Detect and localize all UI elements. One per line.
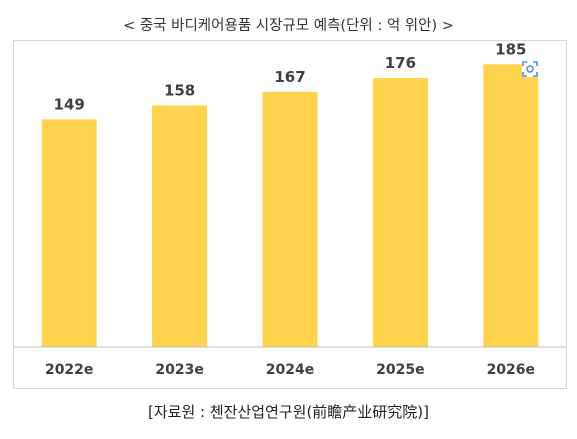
data-label-2023e: 158 bbox=[164, 82, 195, 100]
bar-2026e bbox=[483, 64, 539, 348]
x-tick-2026e: 2026e bbox=[487, 362, 535, 378]
source-note: [자료원 : 첸잔산업연구원(前瞻产业研究院)] bbox=[148, 403, 429, 421]
bars-layer bbox=[41, 64, 539, 348]
scan-icon[interactable] bbox=[522, 61, 538, 77]
bar-2023e bbox=[152, 105, 208, 347]
bar-2025e bbox=[372, 78, 428, 347]
bar-2022e bbox=[41, 119, 97, 347]
bar-chart: 149 158 167 176 185 2022e 2023e 2024e 2025e 2026… bbox=[14, 41, 566, 378]
x-tick-2024e: 2024e bbox=[266, 362, 314, 378]
x-tick-labels-layer: 2022e 2023e 2024e 2025e 2026e bbox=[45, 362, 535, 378]
data-label-2026e: 185 bbox=[495, 41, 526, 58]
data-labels-layer: 149 158 167 176 185 bbox=[54, 41, 527, 113]
data-label-2022e: 149 bbox=[54, 95, 85, 113]
data-label-2024e: 167 bbox=[274, 68, 305, 86]
x-tick-2025e: 2025e bbox=[376, 362, 424, 378]
x-tick-2022e: 2022e bbox=[45, 362, 93, 378]
x-tick-2023e: 2023e bbox=[155, 362, 203, 378]
chart-frame: 149 158 167 176 185 2022e 2023e 2024e 2025e 2026… bbox=[13, 40, 567, 389]
bar-2024e bbox=[262, 91, 318, 347]
chart-title: < 중국 바디케어용품 시장규모 예측(단위 : 억 위안) > bbox=[123, 18, 454, 34]
data-label-2025e: 176 bbox=[385, 54, 416, 72]
